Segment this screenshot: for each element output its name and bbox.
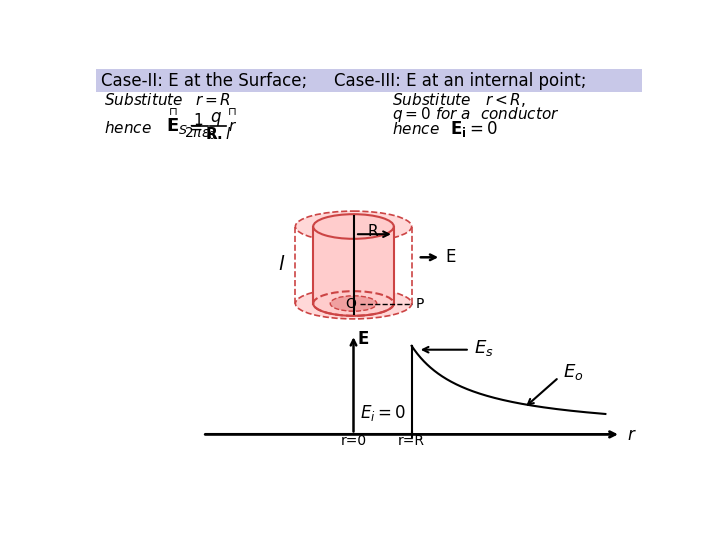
Ellipse shape: [313, 291, 394, 316]
Text: O: O: [346, 297, 356, 311]
Text: $\mathit{Substitute}$: $\mathit{Substitute}$: [104, 92, 184, 108]
Ellipse shape: [330, 296, 377, 311]
Text: $r$: $r$: [228, 119, 237, 134]
Text: $\mathbf{E}_S$: $\mathbf{E}_S$: [166, 117, 188, 137]
Text: $q = 0\ \mathit{for\ a}\ \ \mathit{conductor}$: $q = 0\ \mathit{for\ a}\ \ \mathit{condu…: [392, 105, 560, 124]
Text: $r = R$: $r = R$: [194, 92, 231, 108]
Text: Case-II: E at the Surface;: Case-II: E at the Surface;: [101, 72, 307, 90]
Text: E: E: [445, 248, 455, 266]
Ellipse shape: [313, 214, 394, 239]
Ellipse shape: [295, 288, 412, 319]
Text: $\mathbf{R.}\mathit{l}$: $\mathbf{R.}\mathit{l}$: [204, 126, 231, 142]
Bar: [96, 69, 642, 92]
Text: $E_o$: $E_o$: [563, 362, 583, 382]
Text: $\sqcap$: $\sqcap$: [168, 106, 177, 117]
Text: $r < R,$: $r < R,$: [485, 91, 526, 109]
Text: Case-III: E at an internal point;: Case-III: E at an internal point;: [334, 72, 587, 90]
Ellipse shape: [295, 211, 412, 242]
Text: $E_s$: $E_s$: [474, 338, 493, 358]
Text: r=R: r=R: [398, 434, 425, 448]
Text: E: E: [357, 330, 369, 348]
Text: $\sqcap$: $\sqcap$: [228, 106, 237, 117]
Text: $\mathit{hence}$: $\mathit{hence}$: [104, 119, 152, 136]
Text: $E_i=0$: $E_i=0$: [360, 403, 406, 423]
Bar: [313, 226, 394, 303]
Text: $\mathbf{E}_\mathbf{i} = 0$: $\mathbf{E}_\mathbf{i} = 0$: [451, 119, 498, 139]
Text: $l$: $l$: [278, 255, 285, 274]
Text: $1$: $1$: [194, 112, 204, 128]
Text: r=0: r=0: [341, 434, 366, 448]
Text: $=$: $=$: [184, 117, 202, 136]
Text: r: r: [627, 426, 634, 444]
Text: $q$: $q$: [210, 111, 222, 129]
Text: $\mathit{Substitute}$: $\mathit{Substitute}$: [392, 92, 472, 108]
Text: $2\pi\varepsilon_0$: $2\pi\varepsilon_0$: [184, 126, 216, 143]
Text: $\mathit{hence}$: $\mathit{hence}$: [392, 121, 440, 137]
Text: R: R: [367, 225, 378, 239]
Text: P: P: [415, 297, 424, 311]
